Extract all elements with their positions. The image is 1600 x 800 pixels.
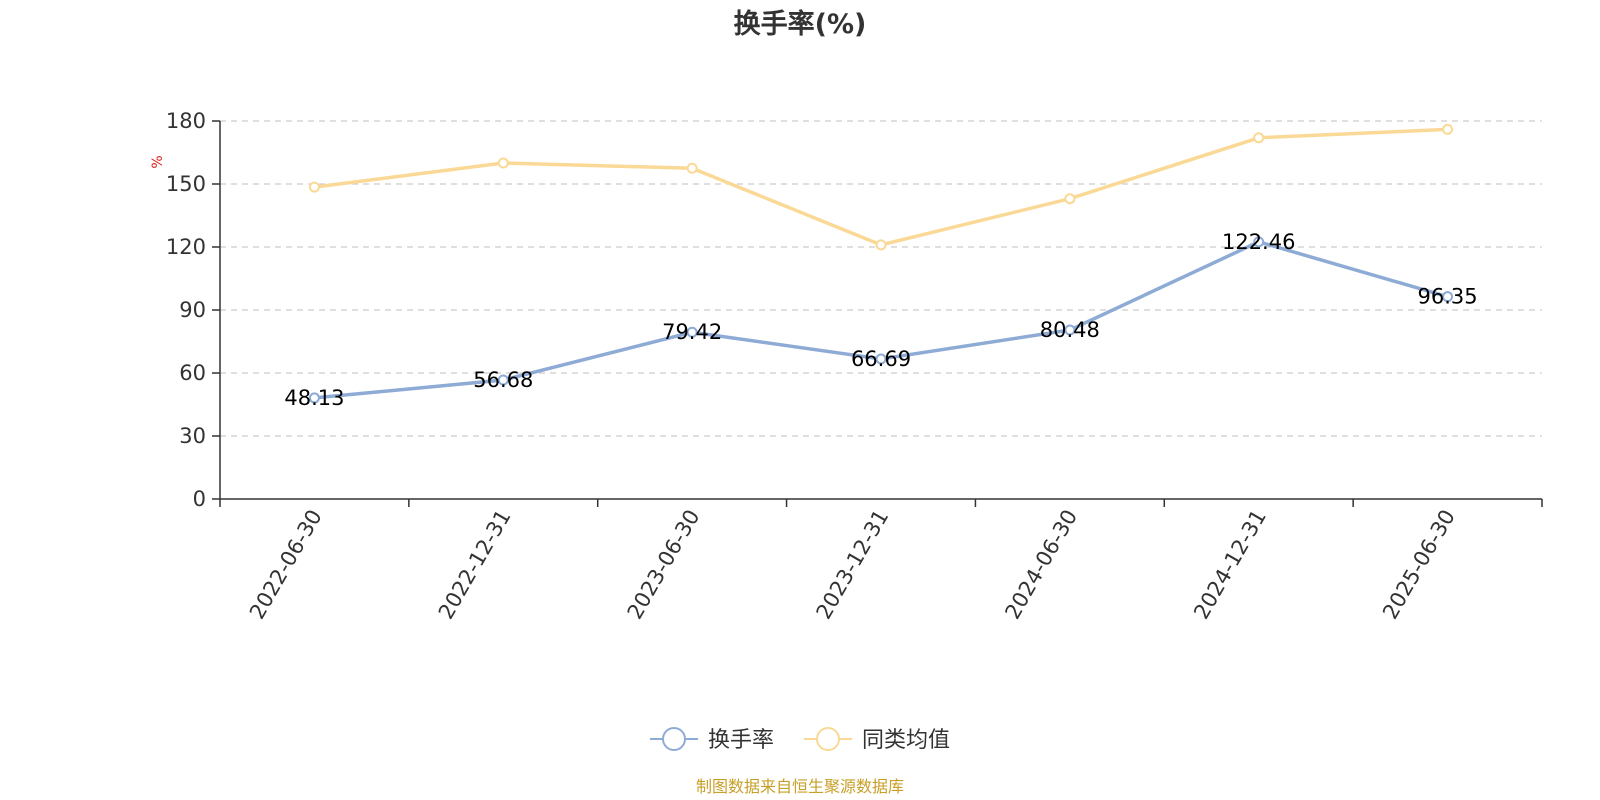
legend-marker-1 [816, 727, 840, 751]
series-0-point-3[interactable] [875, 353, 887, 365]
series-1-point-6[interactable] [1442, 123, 1454, 135]
series-1-point-1[interactable] [497, 157, 509, 169]
series-0-point-1[interactable] [497, 374, 509, 386]
data-label-5: 122.46 [1222, 230, 1295, 254]
series-1-point-3[interactable] [875, 239, 887, 251]
data-label-3: 66.69 [851, 347, 911, 371]
x-tick-label-6: 2025-06-30 [1378, 506, 1460, 624]
y-tick-label-0: 0 [193, 487, 206, 511]
y-tick-label-6: 180 [166, 109, 206, 133]
x-tick-label-3: 2023-12-31 [812, 506, 894, 624]
series-1-point-0[interactable] [308, 181, 320, 193]
series-0-point-4[interactable] [1064, 324, 1076, 336]
x-tick-label-4: 2024-06-30 [1000, 506, 1082, 624]
grid-lines [220, 120, 1542, 437]
data-source-note: 制图数据来自恒生聚源数据库 [696, 777, 904, 796]
series-1-point-4[interactable] [1064, 193, 1076, 205]
y-tick-label-1: 30 [179, 424, 206, 448]
series-0-point-6[interactable] [1442, 291, 1454, 303]
legend[interactable]: 换手率 同类均值 [650, 727, 950, 753]
legend-label-0: 换手率 [708, 728, 774, 753]
x-tick-label-0: 2022-06-30 [245, 506, 327, 624]
data-labels: 48.13 56.68 79.42 66.69 80.48 122.46 96.35 [284, 230, 1477, 410]
data-label-2: 79.42 [662, 320, 722, 344]
y-tick-label-2: 60 [179, 361, 206, 385]
series-0-point-2[interactable] [686, 326, 698, 338]
data-label-1: 56.68 [473, 368, 533, 392]
legend-item-1[interactable]: 同类均值 [804, 727, 950, 753]
legend-label-1: 同类均值 [862, 728, 950, 753]
legend-marker-0 [662, 727, 686, 751]
y-tick-label-4: 120 [166, 235, 206, 259]
x-tick-label-1: 2022-12-31 [434, 506, 516, 624]
y-axis-unit: % [150, 155, 166, 168]
legend-item-0[interactable]: 换手率 [650, 727, 774, 753]
data-label-4: 80.48 [1040, 318, 1100, 342]
series-0-point-5[interactable] [1253, 236, 1265, 248]
y-tick-label-5: 150 [166, 172, 206, 196]
y-tick-label-3: 90 [179, 298, 206, 322]
x-tick-label-5: 2024-12-31 [1189, 506, 1271, 624]
data-label-6: 96.35 [1418, 285, 1478, 309]
series-1-point-2[interactable] [686, 162, 698, 174]
x-tick-label-2: 2023-06-30 [623, 506, 705, 624]
chart-title: 换手率(%) [734, 8, 867, 40]
series-1-point-5[interactable] [1253, 132, 1265, 144]
series-line-1 [314, 127, 1448, 247]
data-label-0: 48.13 [284, 386, 344, 410]
series-0-point-0[interactable] [308, 392, 320, 404]
series-layer [308, 123, 1454, 404]
